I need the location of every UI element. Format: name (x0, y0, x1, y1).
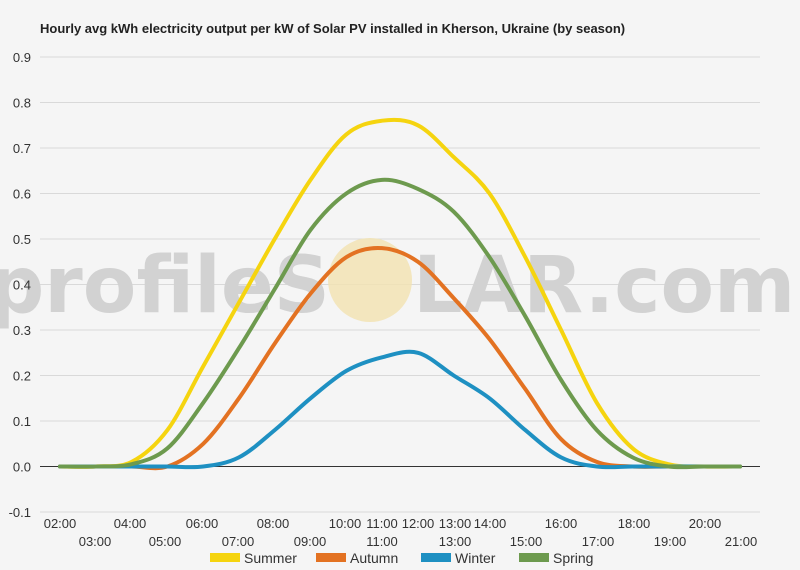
x-tick-label: 08:00 (257, 516, 290, 531)
legend-swatch-spring (519, 553, 549, 562)
x-tick-label: 16:00 (545, 516, 578, 531)
y-tick-label: -0.1 (9, 505, 31, 520)
series-line-spring (58, 177, 742, 470)
x-tick-label: 17:00 (582, 534, 615, 549)
y-tick-label: 0.2 (13, 369, 31, 384)
x-tick-label: 12:00 (402, 516, 435, 531)
chart-title: Hourly avg kWh electricity output per kW… (40, 21, 625, 36)
x-tick-label: 02:00 (44, 516, 77, 531)
y-tick-label: 0.9 (13, 50, 31, 65)
x-tick-label: 03:00 (79, 534, 112, 549)
x-tick-label: 10:00 (329, 516, 362, 531)
x-tick-label: 09:00 (294, 534, 327, 549)
x-tick-label: 04:00 (114, 516, 147, 531)
x-tick-label: 21:00 (725, 534, 758, 549)
x-tick-label: 13:00 (439, 516, 472, 531)
series-line-summer (58, 117, 742, 469)
x-tick-label: 14:00 (474, 516, 507, 531)
y-tick-label: 0.7 (13, 141, 31, 156)
watermark-text-left: profileS (0, 241, 330, 331)
y-tick-label: 0.8 (13, 96, 31, 111)
x-tick-label: 20:00 (689, 516, 722, 531)
legend-swatch-winter (421, 553, 451, 562)
y-tick-label: 0.5 (13, 232, 31, 247)
series-lines (58, 117, 742, 471)
y-axis-ticks: 0.9 0.8 0.7 0.6 0.5 0.4 0.3 0.2 0.1 0.0 -0.1 (9, 50, 31, 520)
x-tick-label: 13:00 (439, 534, 472, 549)
x-tick-label: 19:00 (654, 534, 687, 549)
x-tick-label: 15:00 (510, 534, 543, 549)
x-tick-label: 18:00 (618, 516, 651, 531)
y-tick-label: 0.1 (13, 414, 31, 429)
x-tick-label: 05:00 (149, 534, 182, 549)
legend-label-summer: Summer (244, 550, 297, 566)
legend-label-winter: Winter (455, 550, 496, 566)
watermark: profileS LAR.com (0, 238, 795, 331)
legend-label-autumn: Autumn (350, 550, 398, 566)
legend-label-spring: Spring (553, 550, 593, 566)
x-tick-label: 07:00 (222, 534, 255, 549)
legend-swatch-summer (210, 553, 240, 562)
y-tick-label: 0.6 (13, 187, 31, 202)
watermark-text-right: LAR.com (413, 241, 795, 331)
series-line-winter (58, 349, 742, 470)
x-tick-label: 06:00 (186, 516, 219, 531)
y-tick-label: 0.3 (13, 323, 31, 338)
x-tick-label: 11:00 (366, 534, 398, 549)
x-tick-label: 11:00 (366, 516, 398, 531)
legend: Summer Autumn Winter Spring (210, 550, 593, 566)
watermark-sun-icon (328, 238, 412, 322)
y-tick-label: 0.4 (13, 278, 31, 293)
legend-swatch-autumn (316, 553, 346, 562)
x-axis-ticks: 02:00 04:00 06:00 08:00 10:00 11:00 12:00 13:00… (44, 516, 758, 549)
y-tick-label: 0.0 (13, 460, 31, 475)
